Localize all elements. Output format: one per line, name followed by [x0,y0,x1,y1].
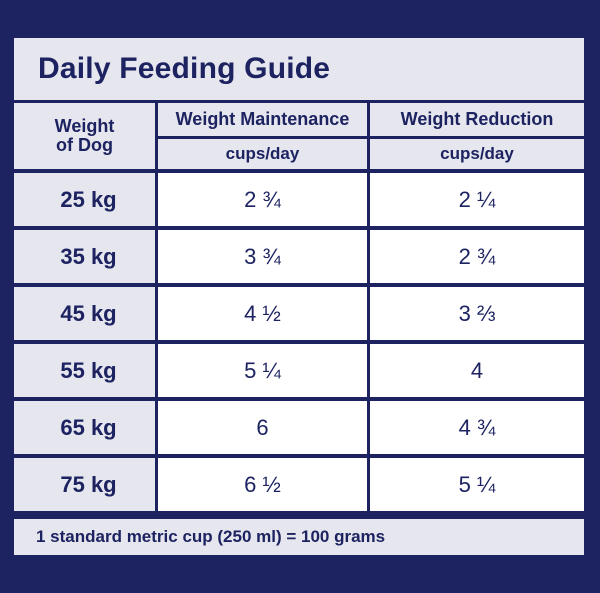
row-weight: 45 kg [14,287,155,340]
row-weight: 55 kg [14,344,155,397]
header-reduction-unit: cups/day [370,139,584,169]
header-maintenance-unit: cups/day [158,139,367,169]
row-reduction-cups: 4 [370,344,584,397]
footer-text: 1 standard metric cup (250 ml) = 100 gra… [36,527,386,546]
row-weight: 75 kg [14,458,155,511]
row-maintenance-cups: 5 ¼ [158,344,367,397]
feeding-guide-panel: Daily Feeding Guide Weight of Dog Weight… [14,38,584,560]
row-weight: 25 kg [14,173,155,226]
row-reduction-cups: 4 ¾ [370,401,584,454]
row-maintenance-cups: 4 ½ [158,287,367,340]
row-maintenance-cups: 2 ¾ [158,173,367,226]
header-weight-line1: Weight [54,116,115,136]
title-bar: Daily Feeding Guide [14,38,584,100]
header-weight-maintenance: Weight Maintenance [158,103,367,136]
row-reduction-cups: 5 ¼ [370,458,584,511]
row-maintenance-cups: 6 ½ [158,458,367,511]
header-weight-reduction: Weight Reduction [370,103,584,136]
row-reduction-cups: 2 ¼ [370,173,584,226]
row-weight: 65 kg [14,401,155,454]
row-maintenance-cups: 3 ¾ [158,230,367,283]
row-reduction-cups: 2 ¾ [370,230,584,283]
row-weight: 35 kg [14,230,155,283]
header-weight-line2: of Dog [56,135,113,155]
row-reduction-cups: 3 ⅔ [370,287,584,340]
row-maintenance-cups: 6 [158,401,367,454]
footer-note: 1 standard metric cup (250 ml) = 100 gra… [14,519,584,555]
header-weight-of-dog: Weight of Dog [14,103,155,169]
page-title: Daily Feeding Guide [38,52,331,85]
